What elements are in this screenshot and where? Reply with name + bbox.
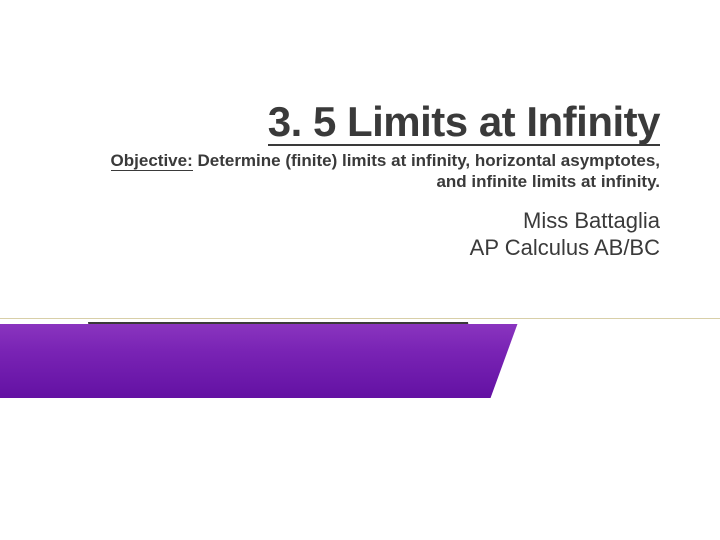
divider-line [0, 318, 720, 319]
author-block: Miss Battaglia AP Calculus AB/BC [90, 207, 660, 262]
divider [0, 318, 720, 319]
decorative-purple-band [0, 324, 470, 398]
objective-label: Objective: [111, 151, 193, 171]
course-name: AP Calculus AB/BC [90, 234, 660, 262]
author-name: Miss Battaglia [90, 207, 660, 235]
slide-content: 3. 5 Limits at Infinity Objective: Deter… [90, 100, 660, 262]
slide-title-wrap: 3. 5 Limits at Infinity [90, 100, 660, 146]
slide-title: 3. 5 Limits at Infinity [268, 100, 660, 146]
objective-text: Determine (finite) limits at infinity, h… [193, 151, 660, 191]
slide-objective: Objective: Determine (finite) limits at … [90, 150, 660, 193]
